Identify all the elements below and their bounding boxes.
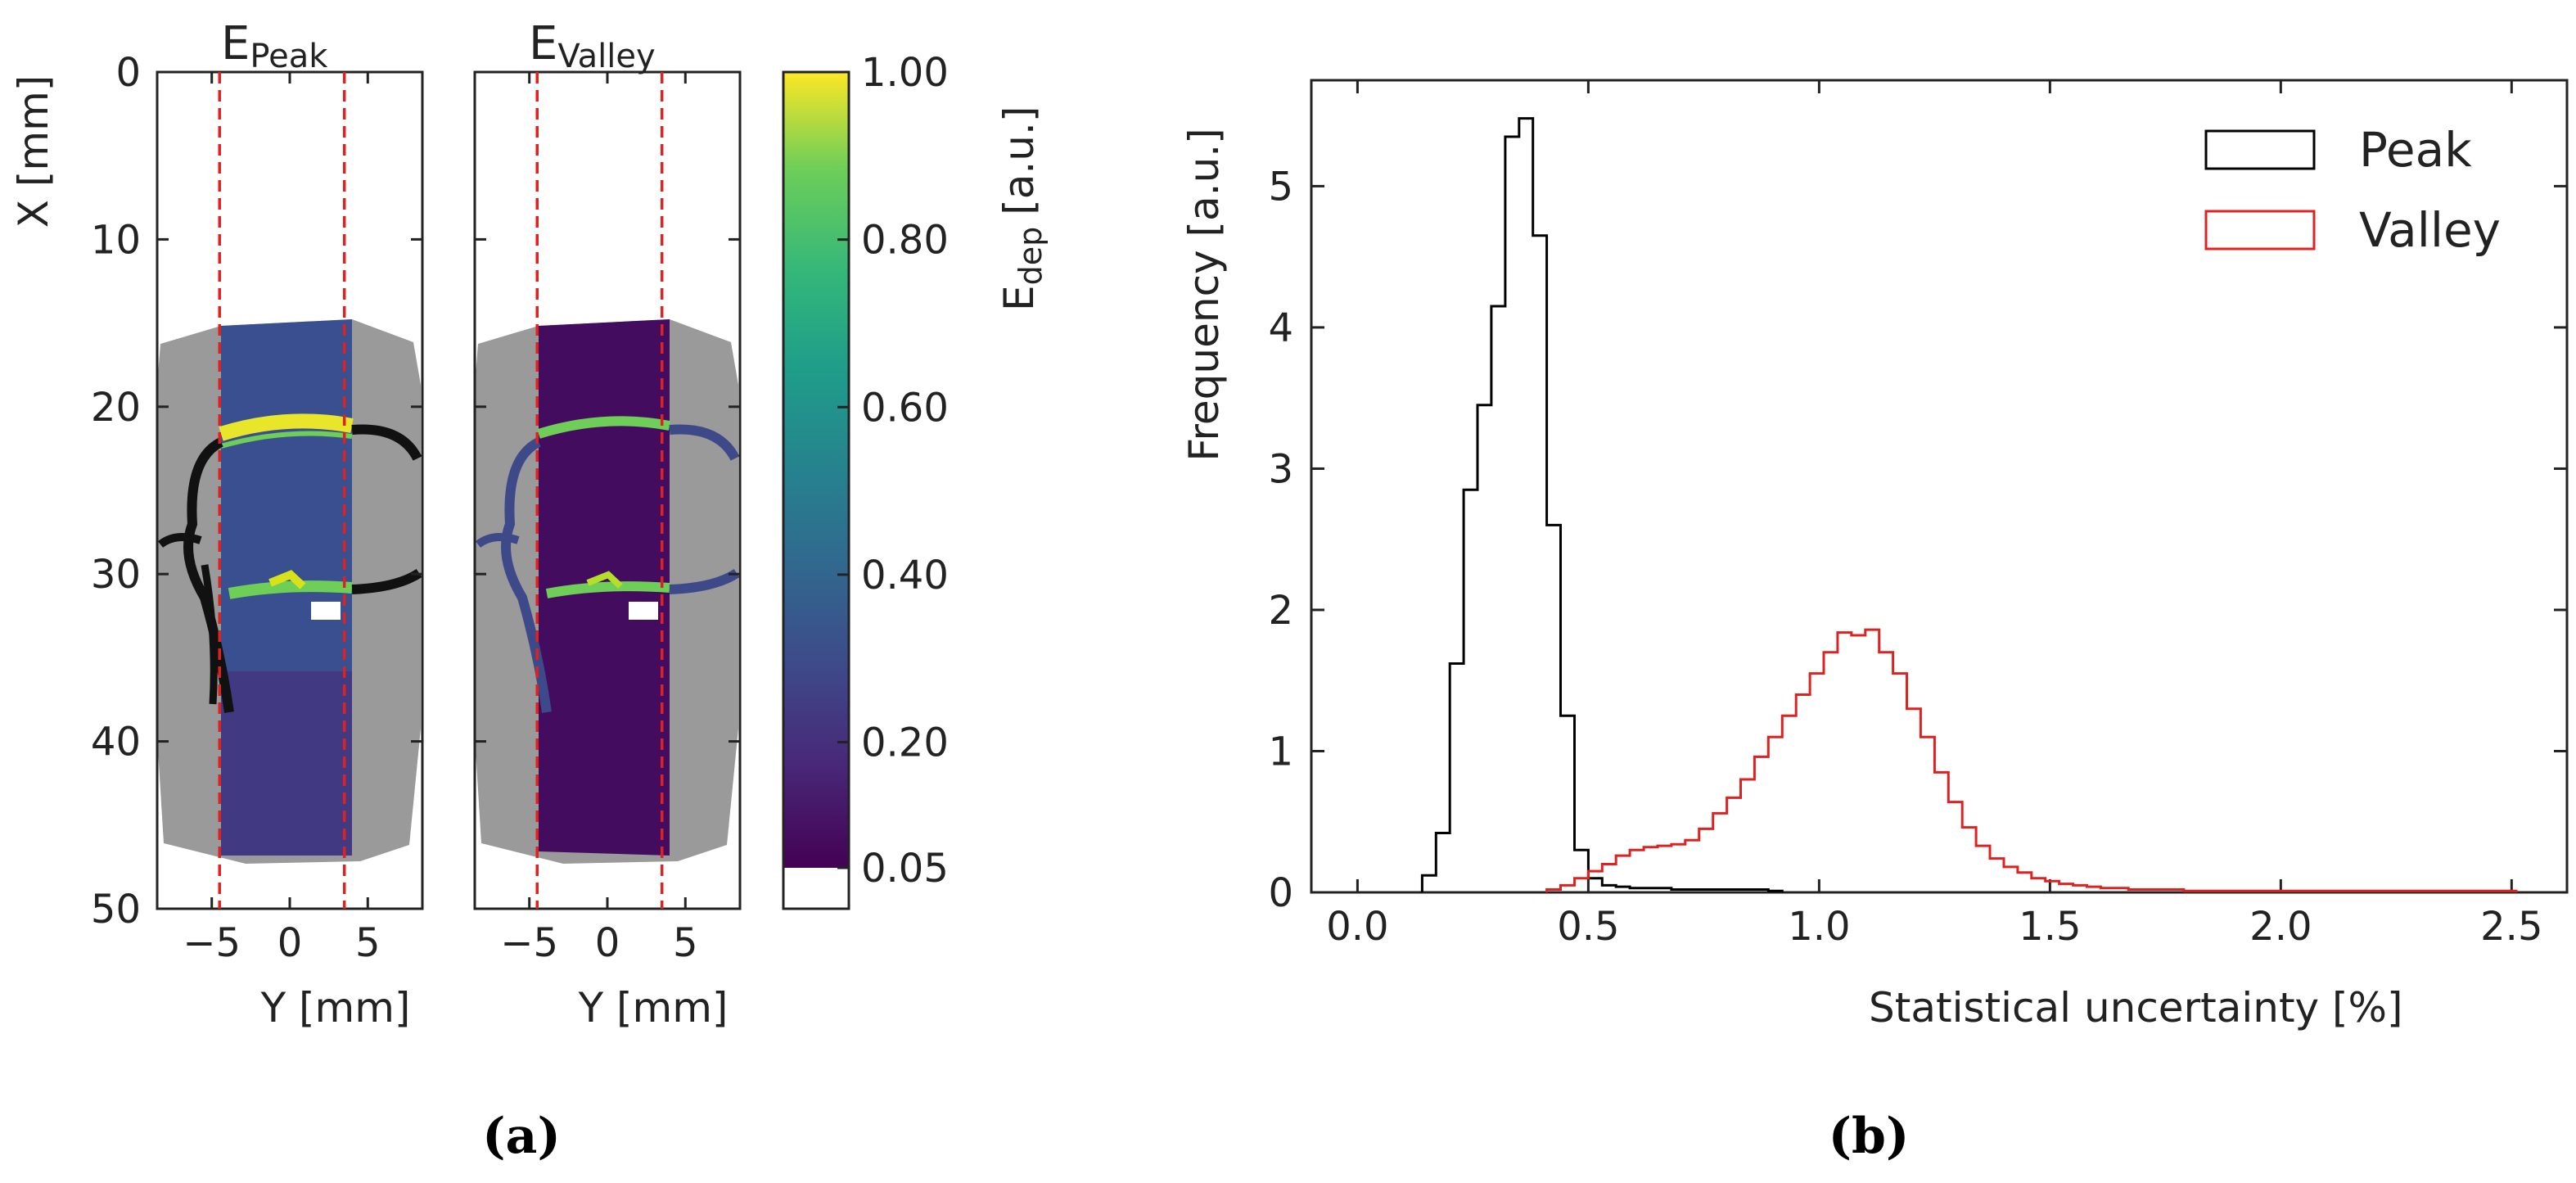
colorbar-tick-label: 0.40 <box>861 553 949 598</box>
x-tick-label: 5 <box>673 920 698 966</box>
colorbar-below-range <box>783 868 849 909</box>
y-tick-label: 2 <box>1268 588 1293 634</box>
heatmap-peak-image <box>157 319 422 864</box>
colorbar-tick-label: 0.05 <box>861 846 949 892</box>
legend: Peak Valley <box>2204 122 2501 258</box>
legend-peak-swatch <box>2204 129 2316 170</box>
panel-label-b: (b) <box>1829 1108 1910 1165</box>
colorbar-tick-label: 1.00 <box>861 50 949 96</box>
x-tick-label: 5 <box>355 920 381 966</box>
peak-map-title: EPeak <box>221 17 328 75</box>
x-tick-label: −5 <box>500 920 558 966</box>
valley-map-title: EValley <box>529 17 656 75</box>
x-tick-label: −5 <box>183 920 241 966</box>
heatmap-valley <box>473 70 742 910</box>
y-tick-label: 1 <box>1268 729 1293 774</box>
histogram-series-valley <box>1545 628 2518 892</box>
peak-title-sub: Peak <box>250 38 328 75</box>
colorbar-tick-label: 0.80 <box>861 218 949 264</box>
colorbar-label-sub: dep <box>1013 227 1049 286</box>
x-tick-label: 2.0 <box>2249 904 2312 950</box>
colorbar-gradient <box>783 72 849 868</box>
panel-label-a: (a) <box>482 1108 561 1165</box>
y-tick-label: 10 <box>91 217 141 263</box>
y-tick-label: 5 <box>1268 164 1293 210</box>
legend-valley-swatch <box>2204 210 2316 251</box>
valley-title-sub: Valley <box>557 38 655 75</box>
heatmap-valley-image <box>475 319 740 864</box>
y-tick-label: 20 <box>91 385 141 431</box>
y-tick-label: 0 <box>115 50 141 96</box>
y-tick-label: 50 <box>91 887 141 932</box>
histogram: 0.0 0.5 1.0 1.5 2.0 2.5 0 1 2 3 4 5 Frequency [a.u.… <box>1180 79 2569 1032</box>
colorbar: 1.00 0.80 0.60 0.40 0.20 0.05 Edep [a.u.] <box>782 50 1049 910</box>
valley-title-main: E <box>529 17 557 70</box>
x-tick-label: 2.5 <box>2480 904 2542 950</box>
y-tick-label: 40 <box>91 720 141 765</box>
heatmap-ylabel: X [mm] <box>10 75 57 228</box>
peak-title-main: E <box>221 17 250 70</box>
x-tick-label: 0.5 <box>1557 904 1619 950</box>
x-tick-label: 0 <box>595 920 620 966</box>
colorbar-tick-label: 0.60 <box>861 385 949 431</box>
colorbar-tick-label: 0.20 <box>861 720 949 766</box>
colorbar-label-unit: [a.u.] <box>995 106 1043 215</box>
y-tick-label: 0 <box>1268 870 1293 916</box>
y-tick-label: 4 <box>1268 305 1293 351</box>
heatmap-axes: 0 10 20 30 40 50 −5 0 5 −5 0 5 <box>91 50 740 966</box>
heatmap-valley-xlabel: Y [mm] <box>578 984 729 1032</box>
histogram-ylabel: Frequency [a.u.] <box>1180 128 1228 461</box>
heatmap-peak-xlabel: Y [mm] <box>260 984 411 1032</box>
heatmap-peak <box>156 70 424 910</box>
x-tick-label: 0.0 <box>1326 904 1388 950</box>
colorbar-label: Edep [a.u.] <box>995 106 1049 311</box>
colorbar-label-main: E <box>995 285 1043 311</box>
x-tick-label: 1.0 <box>1788 904 1850 950</box>
legend-valley-label: Valley <box>2359 202 2501 258</box>
y-tick-label: 30 <box>91 552 141 598</box>
y-tick-label: 3 <box>1268 446 1293 492</box>
x-tick-label: 0 <box>277 920 303 966</box>
histogram-xlabel: Statistical uncertainty [%] <box>1869 984 2403 1032</box>
colorbar-frame <box>782 70 850 910</box>
x-tick-label: 1.5 <box>2019 904 2081 950</box>
histogram-series-peak <box>1420 117 1784 892</box>
legend-peak-label: Peak <box>2359 122 2472 178</box>
histogram-frame <box>1310 79 2569 894</box>
